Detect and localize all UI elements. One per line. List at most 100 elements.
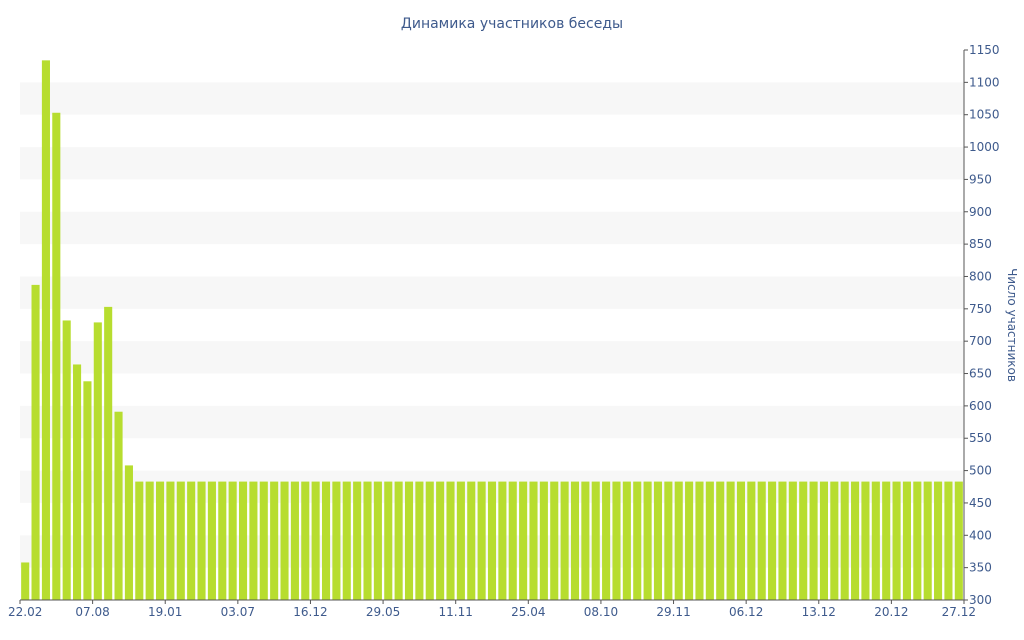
- grid-band: [20, 341, 964, 374]
- grid-bands: [20, 82, 964, 568]
- bar: [145, 481, 154, 600]
- y-ticks: 300 350 400 450 500 550 600 650 700 750 800 850 900 9…: [964, 43, 1000, 607]
- bar: [425, 481, 434, 600]
- x-tick-label: 29.05: [366, 605, 400, 619]
- bar: [913, 481, 922, 600]
- y-tick-label: 550: [969, 431, 992, 445]
- bar: [643, 481, 652, 600]
- bar: [954, 481, 963, 600]
- bar: [674, 481, 683, 600]
- bar: [415, 481, 424, 600]
- y-tick-label: 350: [969, 561, 992, 575]
- bar: [653, 481, 663, 600]
- bar: [31, 284, 40, 600]
- bar: [477, 481, 486, 600]
- bar: [238, 481, 248, 600]
- bar: [384, 481, 393, 600]
- bar: [249, 481, 258, 600]
- bar: [840, 481, 849, 600]
- bar: [519, 481, 528, 600]
- x-tick-label: 06.12: [729, 605, 763, 619]
- x-tick-label: 29.11: [656, 605, 690, 619]
- y-tick-label: 1150: [969, 43, 1000, 57]
- grid-band: [20, 82, 964, 115]
- bar: [41, 60, 50, 601]
- bar: [529, 481, 538, 600]
- bar: [591, 481, 600, 600]
- bar: [342, 481, 351, 600]
- bar: [73, 364, 82, 600]
- bar: [539, 481, 548, 600]
- bar: [487, 481, 497, 600]
- bar: [695, 481, 704, 600]
- bar: [892, 481, 901, 600]
- x-tick-label: 25.04: [511, 605, 545, 619]
- bar: [788, 481, 797, 600]
- bar: [768, 481, 777, 600]
- bar: [363, 481, 372, 600]
- bar: [446, 481, 455, 600]
- bar: [83, 381, 92, 600]
- bar: [830, 481, 839, 600]
- x-tick-label: 20.12: [874, 605, 908, 619]
- bar: [726, 481, 735, 600]
- bar: [52, 112, 61, 600]
- bar: [436, 481, 445, 600]
- bar: [747, 481, 756, 600]
- bar: [176, 481, 185, 600]
- y-tick-label: 900: [969, 205, 992, 219]
- grid-band: [20, 147, 964, 180]
- bar: [685, 481, 694, 600]
- x-tick-label: 07.08: [75, 605, 109, 619]
- bar: [218, 481, 227, 600]
- bar: [902, 481, 911, 600]
- bar: [923, 481, 932, 600]
- bar: [394, 481, 403, 600]
- bar: [311, 481, 320, 600]
- bar: [757, 481, 766, 600]
- x-tick-label: 16.12: [293, 605, 327, 619]
- bar: [498, 481, 507, 600]
- bar: [560, 481, 569, 600]
- bar: [861, 481, 870, 600]
- bar: [104, 306, 113, 600]
- bar: [705, 481, 714, 600]
- bar: [809, 481, 818, 600]
- y-tick-label: 1000: [969, 140, 1000, 154]
- bar: [612, 481, 621, 600]
- bar: [664, 481, 673, 600]
- bar: [934, 481, 943, 600]
- bar: [871, 481, 880, 600]
- y-tick-label: 650: [969, 367, 992, 381]
- x-tick-label: 22.02: [8, 605, 42, 619]
- bars: [21, 60, 963, 601]
- chart-title: Динамика участников беседы: [401, 16, 623, 32]
- x-tick-label: 03.07: [221, 605, 255, 619]
- grid-band: [20, 405, 964, 439]
- bar: [851, 481, 860, 600]
- bar: [166, 481, 175, 600]
- bar: [778, 481, 787, 600]
- bar: [622, 481, 631, 600]
- y-tick-label: 950: [969, 172, 992, 186]
- bar: [508, 481, 517, 600]
- bar: [716, 481, 725, 600]
- y-tick-label: 800: [969, 269, 992, 283]
- bar: [581, 481, 590, 600]
- bar: [550, 481, 559, 600]
- grid-band: [20, 211, 964, 245]
- y-tick-label: 450: [969, 496, 992, 510]
- bar: [187, 481, 196, 600]
- bar: [301, 481, 310, 600]
- bar: [404, 481, 414, 600]
- y-tick-label: 600: [969, 399, 992, 413]
- bar: [270, 481, 279, 600]
- bar: [124, 465, 133, 600]
- bar: [570, 481, 580, 600]
- bar: [280, 481, 289, 600]
- x-tick-label: 08.10: [584, 605, 618, 619]
- bar: [736, 481, 746, 600]
- x-ticks: 22.02 07.08 19.01 03.07 16.12 29.05 11.11 25.04…: [8, 600, 976, 619]
- bar: [602, 481, 611, 600]
